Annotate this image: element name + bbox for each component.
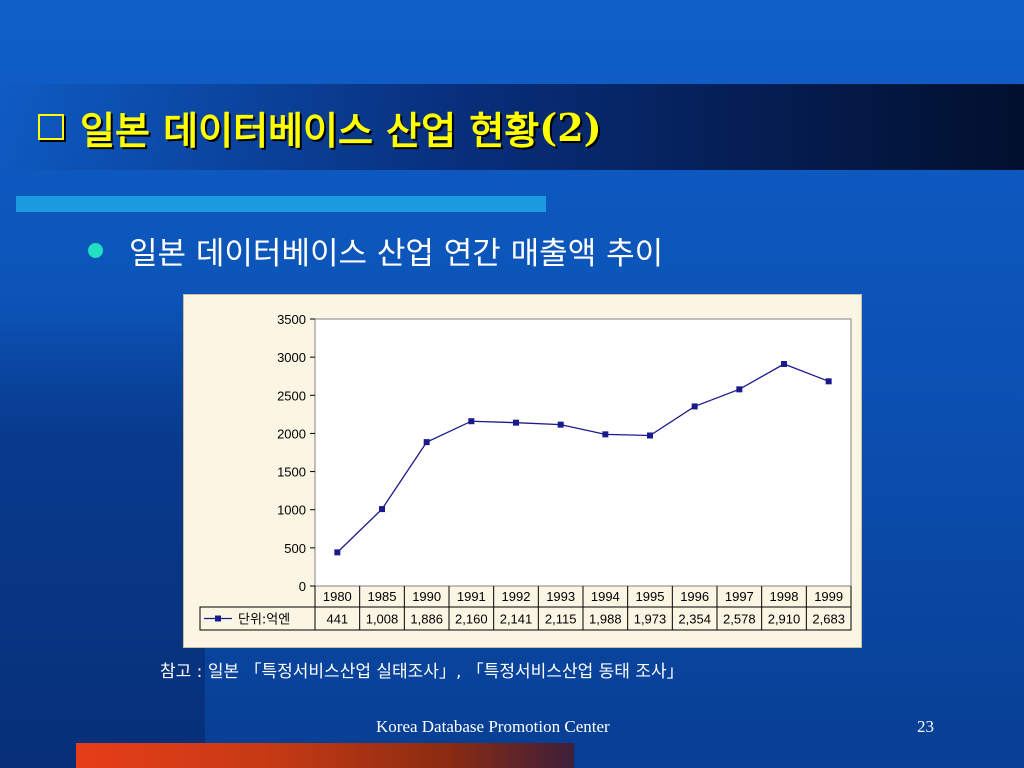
data-point: [602, 431, 609, 438]
y-tick-label: 2500: [277, 388, 306, 403]
x-category-label: 1994: [591, 589, 620, 604]
x-category-label: 1998: [770, 589, 799, 604]
y-tick-label: 1000: [277, 503, 306, 518]
data-table-value: 2,141: [500, 612, 533, 627]
x-category-label: 1980: [323, 589, 352, 604]
x-category-label: 1991: [457, 589, 486, 604]
x-category-label: 1995: [636, 589, 665, 604]
y-tick-label: 2000: [277, 426, 306, 441]
page-number: 23: [917, 717, 934, 736]
checkbox-bullet-icon: [38, 114, 64, 140]
data-point: [513, 419, 519, 426]
x-category-label: 1993: [546, 589, 575, 604]
data-table-value: 2,354: [678, 612, 711, 627]
x-category-label: 1985: [368, 589, 397, 604]
legend-label: 단위:억엔: [238, 613, 290, 628]
x-category-label: 1992: [502, 589, 531, 604]
x-category-label: 1996: [680, 589, 709, 604]
footer-bar: [76, 743, 574, 768]
data-table-value: 1,973: [634, 612, 667, 627]
y-tick-label: 1500: [277, 465, 306, 480]
data-table-value: 2,578: [723, 612, 756, 627]
legend-marker: [215, 615, 221, 622]
title-main: 일본 데이터베이스 산업 현황: [80, 108, 540, 153]
line-chart: 0 500 1000 1500 2000 2500 3000 3500 1980 1985 1990…: [199, 312, 852, 631]
data-point: [736, 386, 743, 393]
bullet-dot-icon: [88, 243, 103, 258]
data-point: [647, 432, 653, 439]
y-tick-label: 500: [284, 541, 306, 556]
data-point: [334, 549, 341, 556]
data-table-value: 2,683: [812, 612, 845, 627]
data-table-value: 441: [326, 612, 348, 627]
data-point: [379, 506, 385, 513]
x-category-label: 1990: [412, 589, 441, 604]
bullet-item: 일본 데이터베이스 산업 연간 매출액 추이: [88, 228, 663, 273]
data-table-value: 1,008: [366, 612, 399, 627]
data-table-value: 2,115: [545, 612, 577, 627]
data-table-value: 2,910: [768, 612, 801, 627]
source-note: 참고 : 일본 「특정서비스산업 실태조사」, 「특정서비스산업 동태 조사」: [160, 662, 684, 682]
data-point: [468, 418, 475, 425]
y-tick-label: 3000: [277, 350, 306, 365]
data-point: [557, 421, 564, 428]
footer-organization: Korea Database Promotion Center: [376, 717, 610, 736]
x-category-label: 1999: [814, 589, 843, 604]
data-point: [423, 439, 430, 446]
bullet-text: 일본 데이터베이스 산업 연간 매출액 추이: [129, 236, 664, 272]
data-point: [781, 361, 787, 368]
y-tick-label: 3500: [277, 312, 306, 327]
data-table-value: 1,886: [410, 612, 443, 627]
chart-panel: 0 500 1000 1500 2000 2500 3000 3500 1980 1985 1990…: [183, 294, 862, 648]
title-suffix: (2): [539, 104, 602, 150]
plot-area: [314, 318, 852, 587]
data-point: [825, 378, 832, 385]
data-point: [691, 403, 698, 410]
left-background-band: [0, 300, 205, 768]
data-table-value: 1,988: [589, 612, 622, 627]
series-line: [336, 363, 829, 553]
data-table-value: 2,160: [455, 612, 488, 627]
slide-title: 일본 데이터베이스 산업 현황 (2): [38, 92, 602, 162]
y-tick-label: 0: [299, 579, 306, 594]
x-category-label: 1997: [725, 589, 754, 604]
accent-bar: [16, 196, 546, 212]
title-bar: [0, 84, 1024, 170]
